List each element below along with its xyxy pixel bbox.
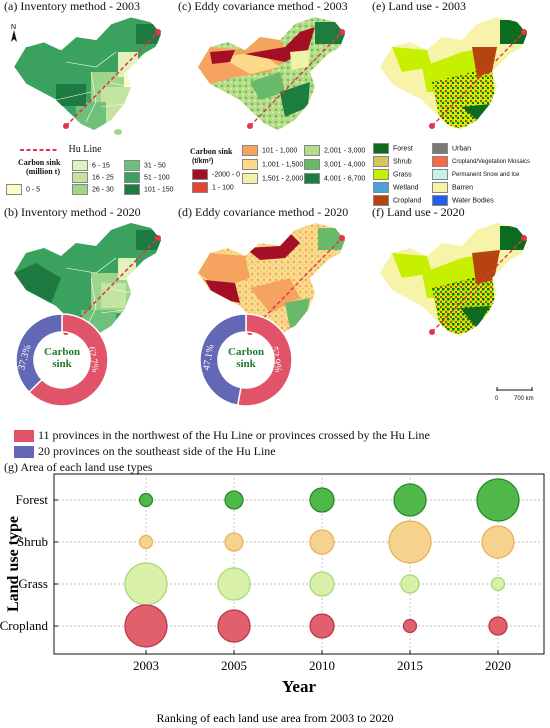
inventory-legend-item: 16 - 25 (72, 172, 114, 183)
donut-segment-red-eddy (236, 313, 293, 407)
scale-bar (496, 387, 533, 391)
landuse-legend-item: Forest (373, 143, 413, 154)
group-legend-red-label: 11 provinces in the northwest of the Hu … (38, 428, 430, 442)
panel-a-title: (a) Inventory method - 2003 (4, 0, 140, 13)
map-eddy-2003 (198, 17, 345, 130)
donut-center-label-eddy: Carbon sink (228, 346, 265, 370)
inventory-legend-title: Carbon sink (18, 158, 61, 167)
y-tick-label: Shrub (17, 534, 48, 549)
bubble-point (224, 532, 244, 552)
plot-frame (53, 473, 545, 655)
hu-line-legend: Hu Line (20, 144, 102, 155)
landuse-legend-item: Wetland (373, 182, 419, 193)
bubble-point (393, 483, 427, 517)
landuse-legend-item: Urban (432, 143, 471, 154)
panel-f-title: (f) Land use - 2020 (372, 205, 465, 219)
bubble-point (224, 490, 244, 510)
x-axis-label: Year (282, 677, 316, 696)
landuse-legend-item: Cropland/Vegetation Mosaics (432, 156, 530, 167)
eddy-legend-title: Carbon sink (190, 147, 233, 156)
x-tick-label: 2005 (221, 658, 247, 673)
donut-segment-blue-inventory (15, 313, 63, 394)
bubble-point (488, 616, 508, 636)
group-legend-red: 11 provinces in the northwest of the Hu … (14, 428, 430, 443)
bubble-point (138, 534, 154, 550)
eddy-legend-item: 1,501 - 2,000 (242, 173, 303, 184)
bubble-point (400, 574, 420, 594)
landuse-legend-item: Shrub (373, 156, 412, 167)
map-landuse-2020 (380, 223, 527, 336)
panel-c-title: (c) Eddy covariance method - 2003 (178, 0, 348, 13)
group-legend-blue: 20 provinces on the southeast side of th… (14, 444, 276, 459)
eddy-legend-item: 2,001 - 3,000 (304, 145, 365, 156)
svg-text:N: N (11, 24, 16, 31)
x-tick-label: 2015 (397, 658, 423, 673)
bubble-point (402, 618, 418, 634)
size-legend-title: Ranking of each land use area from 2003 … (157, 711, 394, 725)
bubble-point (124, 604, 168, 648)
bubble-point (490, 576, 506, 592)
bubble-point (309, 571, 335, 597)
inventory-legend: Carbon sink (million t) (18, 158, 60, 176)
x-tick-label: 2010 (309, 658, 335, 673)
panel-b-title: (b) Inventory method - 2020 (4, 205, 141, 219)
bubble-point (309, 529, 335, 555)
map-inventory-2003: N (11, 16, 162, 135)
donut-chart-eddy (199, 313, 293, 407)
x-tick-label: 2020 (485, 658, 511, 673)
donut-chart-inventory (15, 313, 109, 407)
bubble-point (138, 492, 154, 508)
landuse-legend-item: Grass (373, 169, 412, 180)
y-tick-label: Grass (18, 576, 48, 591)
donut-center-label-inventory: Carbon sink (44, 346, 81, 370)
hu-line-swatch (20, 148, 58, 151)
eddy-legend-item: 3,001 - 4,000 (304, 159, 365, 170)
y-tick-label: Forest (16, 492, 49, 507)
bubble-point (309, 487, 335, 513)
inventory-legend-item: 51 - 100 (124, 172, 170, 183)
bubble-point (481, 525, 515, 559)
eddy-legend-item: 4,001 - 6,700 (304, 173, 365, 184)
landuse-legend-item: Barren (432, 182, 473, 193)
bubble-point (124, 562, 168, 606)
inventory-legend-unit: (million t) (26, 167, 60, 176)
inventory-legend-item: 26 - 30 (72, 184, 114, 195)
inventory-legend-item: 6 - 15 (72, 160, 110, 171)
inventory-legend-item: 31 - 50 (124, 160, 166, 171)
x-tick-label: 2003 (133, 658, 159, 673)
bubble-point (217, 567, 251, 601)
eddy-legend-item: -2000 - 0 (192, 169, 240, 180)
bubble-point (388, 520, 432, 564)
eddy-legend-item: 101 - 1,000 (242, 145, 297, 156)
eddy-legend-item: 1 - 100 (192, 182, 234, 193)
inventory-legend-item: 0 - 5 (6, 184, 40, 195)
eddy-legend-item: 1,001 - 1,500 (242, 159, 303, 170)
scale-distance: 700 km (514, 396, 534, 402)
bubble-point (476, 478, 520, 522)
panel-d-title: (d) Eddy covariance method - 2020 (178, 205, 349, 219)
group-legend-blue-label: 20 provinces on the southeast side of th… (38, 444, 276, 458)
panel-g-title: (g) Area of each land use types (4, 460, 153, 474)
bubble-point (309, 613, 335, 639)
y-axis-label: Land use type (5, 516, 22, 612)
landuse-legend-item: Cropland (373, 195, 421, 206)
donut-segment-blue-eddy (199, 313, 247, 407)
map-eddy-2020 (198, 223, 345, 336)
bubble-chart: 2003 2005 2010 2015 2020 Forest Shrub Grass Crop… (0, 473, 545, 725)
donut-segment-red-inventory (28, 313, 109, 407)
landuse-legend-item: Permanent Snow and Ice (432, 169, 519, 180)
landuse-legend-item: Water Bodies (432, 195, 494, 206)
hu-line-label: Hu Line (68, 144, 102, 155)
y-tick-label: Cropland (0, 618, 48, 633)
inventory-legend-item: 101 - 150 (124, 184, 174, 195)
map-landuse-2003 (380, 17, 527, 130)
panel-e-title: (e) Land use - 2003 (372, 0, 466, 13)
bubble-point (217, 609, 251, 643)
north-arrow-icon: N (11, 24, 17, 42)
map-inventory-2020 (14, 223, 161, 336)
eddy-legend-unit: (t/km²) (192, 158, 214, 165)
scale-zero: 0 (495, 396, 499, 402)
